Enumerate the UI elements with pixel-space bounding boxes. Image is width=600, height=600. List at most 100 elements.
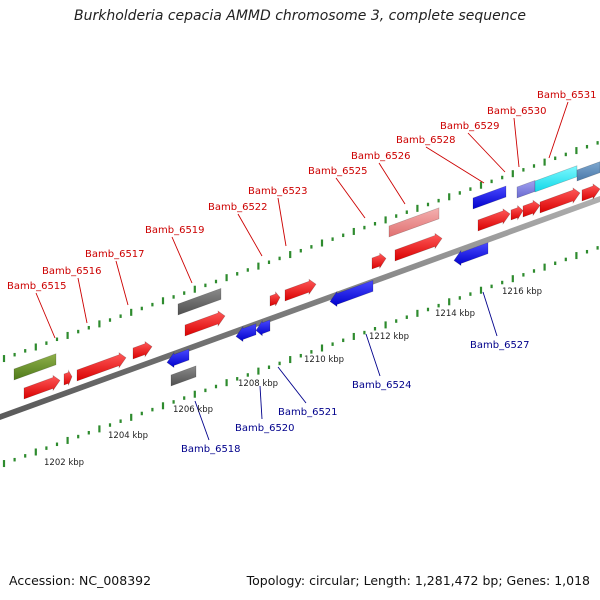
- scale-tick: [140, 306, 143, 311]
- gene-label-bamb-6520[interactable]: Bamb_6520: [235, 423, 295, 434]
- gene-feature-gray-1[interactable]: [177, 287, 222, 316]
- gene-bamb-6519[interactable]: [184, 310, 226, 337]
- map-title: Burkholderia cepacia AMMD chromosome 3, …: [74, 8, 526, 24]
- gene-label-bamb-6519[interactable]: Bamb_6519: [145, 225, 205, 236]
- gene-label-bamb-6527[interactable]: Bamb_6527: [470, 340, 530, 351]
- scale-tick: [479, 181, 483, 189]
- gene-label-bamb-6516[interactable]: Bamb_6516: [42, 266, 102, 277]
- gene-bamb-6527[interactable]: [453, 242, 489, 267]
- gene-label-bamb-6531[interactable]: Bamb_6531: [537, 90, 597, 101]
- gene-feature-olive[interactable]: [13, 353, 57, 381]
- scale-tick: [448, 193, 451, 201]
- gene-label-bamb-6530[interactable]: Bamb_6530: [487, 106, 547, 117]
- gene-bamb-6520[interactable]: [235, 323, 257, 343]
- gene-label-bamb-6522[interactable]: Bamb_6522: [208, 202, 268, 213]
- scale-tick: [151, 302, 154, 307]
- scale-tick: [98, 320, 101, 328]
- gene-bamb-6518[interactable]: [166, 348, 190, 369]
- tick-tracks: [2, 141, 599, 468]
- gene-label-bamb-6523[interactable]: Bamb_6523: [248, 186, 308, 197]
- scale-tick: [564, 152, 567, 157]
- scale-tick: [331, 342, 334, 346]
- scale-tick: [395, 319, 398, 323]
- scale-tick: [278, 361, 281, 366]
- sequence-summary-text: Topology: circular; Length: 1,281,472 bp…: [246, 573, 590, 588]
- scale-tick: [77, 434, 80, 439]
- gene-label-bamb-6515[interactable]: Bamb_6515: [7, 281, 67, 292]
- scale-tick: [363, 225, 366, 230]
- scale-tick: [426, 202, 430, 207]
- gene-label-bamb-6525[interactable]: Bamb_6525: [308, 166, 368, 177]
- gene-label-bamb-6529[interactable]: Bamb_6529: [440, 121, 500, 132]
- scale-tick: [469, 292, 472, 296]
- gene-bamb-6525[interactable]: [371, 252, 387, 270]
- gene-bamb-6522[interactable]: [269, 291, 281, 307]
- scale-label-1210: 1210 kbp: [304, 355, 344, 365]
- gene-label-bamb-6521[interactable]: Bamb_6521: [278, 407, 338, 418]
- gene-feature-lavender[interactable]: [516, 180, 536, 199]
- scale-tick: [183, 291, 186, 295]
- scale-label-1204: 1204 kbp: [108, 431, 148, 441]
- scale-tick: [34, 343, 37, 351]
- gene-bamb-6526[interactable]: [394, 232, 443, 262]
- scale-tick: [299, 248, 302, 253]
- gene-bamb-6531b[interactable]: [581, 183, 600, 202]
- scale-tick: [87, 325, 90, 330]
- scale-tick: [575, 147, 578, 155]
- leader-line: [425, 146, 485, 184]
- gene-bamb-6517b[interactable]: [132, 341, 153, 360]
- gene-bamb-6528[interactable]: [477, 208, 511, 232]
- scale-tick: [575, 252, 578, 260]
- scale-tick: [416, 309, 419, 317]
- gene-bamb-6521[interactable]: [255, 319, 271, 337]
- scale-label-1214: 1214 kbp: [435, 309, 475, 319]
- scale-label-1202: 1202 kbp: [44, 458, 84, 468]
- scale-label-1206: 1206 kbp: [173, 405, 213, 415]
- scale-tick: [172, 400, 175, 404]
- scale-tick: [55, 337, 59, 342]
- gene-bamb-6516[interactable]: [63, 369, 73, 386]
- gene-label-bamb-6518[interactable]: Bamb_6518: [181, 444, 241, 455]
- scale-tick: [289, 356, 292, 364]
- gene-feature-cyan[interactable]: [534, 165, 578, 193]
- scale-tick: [214, 279, 218, 284]
- scale-tick: [363, 330, 366, 335]
- scale-tick: [532, 164, 536, 168]
- gene-bamb-6530[interactable]: [522, 199, 541, 218]
- leader-line: [365, 333, 381, 377]
- gene-feature-gray-2[interactable]: [170, 365, 197, 387]
- scale-tick: [257, 262, 260, 270]
- scale-tick: [193, 285, 196, 293]
- scale-tick: [554, 156, 557, 161]
- gene-feature-blue-top[interactable]: [472, 185, 507, 210]
- gene-bamb-6524[interactable]: [329, 279, 374, 308]
- scale-label-1216: 1216 kbp: [502, 287, 542, 297]
- gene-bamb-6517[interactable]: [76, 352, 127, 382]
- leader-line: [237, 213, 263, 257]
- sequence-backbone: [0, 196, 600, 420]
- scale-tick: [151, 407, 154, 412]
- reverse-gene-labels: Bamb_6518 Bamb_6520 Bamb_6521 Bamb_6524 …: [181, 340, 530, 455]
- gene-feature-steel[interactable]: [576, 161, 600, 182]
- forward-gene-labels: Bamb_6515 Bamb_6516 Bamb_6517 Bamb_6519 …: [7, 90, 597, 292]
- leader-line: [35, 292, 56, 339]
- gene-bamb-6523[interactable]: [284, 278, 317, 302]
- scale-tick: [479, 286, 483, 294]
- gene-label-bamb-6517[interactable]: Bamb_6517: [85, 249, 145, 260]
- scale-tick: [469, 187, 472, 191]
- scale-tick: [66, 331, 69, 339]
- scale-tick: [320, 344, 324, 352]
- scale-tick: [320, 239, 324, 247]
- leader-line: [194, 400, 210, 441]
- gene-label-bamb-6524[interactable]: Bamb_6524: [352, 380, 412, 391]
- gene-label-bamb-6528[interactable]: Bamb_6528: [396, 135, 456, 146]
- gene-bamb-6515[interactable]: [23, 374, 61, 400]
- gene-bamb-6531[interactable]: [539, 187, 581, 214]
- gene-bamb-6529[interactable]: [510, 204, 524, 221]
- gene-feature-pink[interactable]: [388, 207, 440, 238]
- scale-tick: [458, 191, 461, 195]
- scale-tick: [45, 446, 48, 450]
- gene-label-bamb-6526[interactable]: Bamb_6526: [351, 151, 411, 162]
- scale-tick: [119, 419, 122, 423]
